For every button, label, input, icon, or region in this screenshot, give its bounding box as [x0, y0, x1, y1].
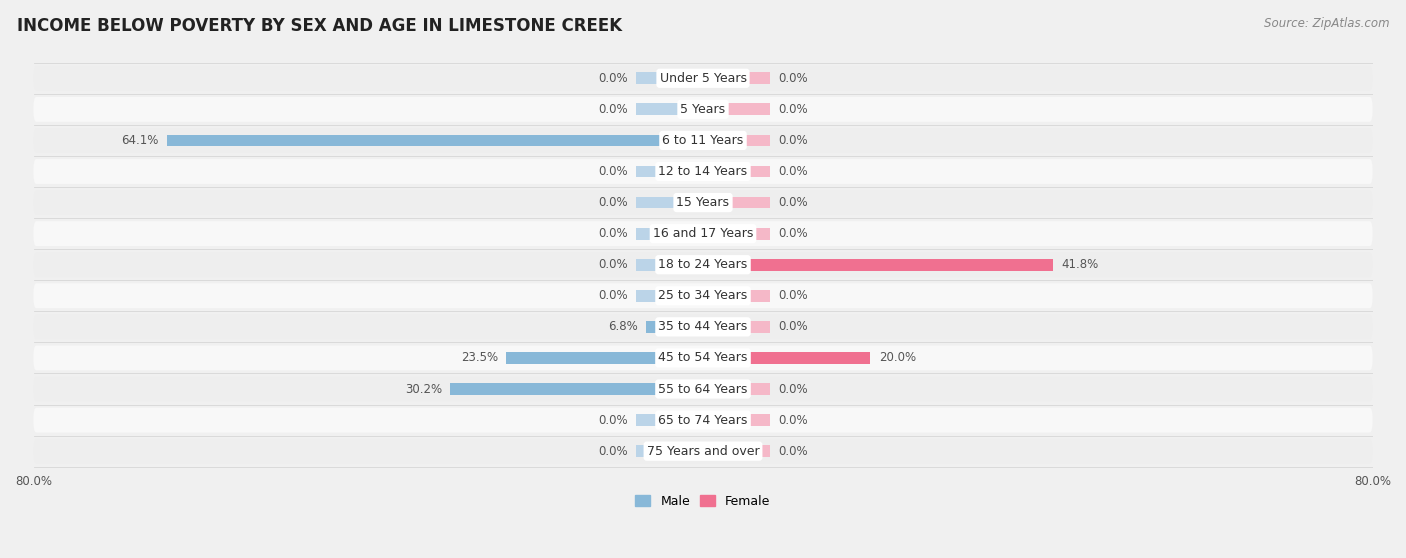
Bar [703, 196, 770, 209]
Bar [636, 73, 703, 84]
Text: 41.8%: 41.8% [1062, 258, 1098, 271]
Bar [703, 383, 770, 395]
Text: Source: ZipAtlas.com: Source: ZipAtlas.com [1264, 17, 1389, 30]
Text: 45 to 54 Years: 45 to 54 Years [658, 352, 748, 364]
Bar [703, 321, 770, 333]
Text: 6 to 11 Years: 6 to 11 Years [662, 134, 744, 147]
Bar [636, 290, 703, 302]
Text: 0.0%: 0.0% [779, 134, 808, 147]
Text: 0.0%: 0.0% [779, 72, 808, 85]
Bar [703, 228, 770, 239]
Text: 0.0%: 0.0% [598, 165, 627, 178]
Text: 20.0%: 20.0% [879, 352, 915, 364]
Legend: Male, Female: Male, Female [630, 490, 776, 513]
FancyBboxPatch shape [34, 345, 1372, 371]
Text: 0.0%: 0.0% [779, 165, 808, 178]
Text: 0.0%: 0.0% [779, 227, 808, 240]
Bar [450, 383, 703, 395]
Text: 75 Years and over: 75 Years and over [647, 445, 759, 458]
Text: 0.0%: 0.0% [779, 289, 808, 302]
Text: 5 Years: 5 Years [681, 103, 725, 116]
Bar [506, 352, 703, 364]
Text: 64.1%: 64.1% [121, 134, 159, 147]
Bar [636, 445, 703, 457]
Text: 0.0%: 0.0% [598, 227, 627, 240]
Text: Under 5 Years: Under 5 Years [659, 72, 747, 85]
Bar [703, 445, 770, 457]
Text: 0.0%: 0.0% [779, 382, 808, 396]
Bar [636, 166, 703, 177]
Bar [636, 259, 703, 271]
Text: 55 to 64 Years: 55 to 64 Years [658, 382, 748, 396]
Text: 18 to 24 Years: 18 to 24 Years [658, 258, 748, 271]
Text: 0.0%: 0.0% [779, 320, 808, 333]
FancyBboxPatch shape [34, 408, 1372, 432]
Bar [703, 134, 770, 146]
FancyBboxPatch shape [34, 283, 1372, 308]
Text: 0.0%: 0.0% [779, 196, 808, 209]
Text: 12 to 14 Years: 12 to 14 Years [658, 165, 748, 178]
Text: 30.2%: 30.2% [405, 382, 441, 396]
Bar [636, 103, 703, 116]
Text: 0.0%: 0.0% [598, 413, 627, 426]
Bar [703, 73, 770, 84]
Bar [636, 414, 703, 426]
Text: 16 and 17 Years: 16 and 17 Years [652, 227, 754, 240]
FancyBboxPatch shape [34, 159, 1372, 184]
FancyBboxPatch shape [34, 252, 1372, 277]
Bar [703, 414, 770, 426]
Bar [636, 228, 703, 239]
Text: 0.0%: 0.0% [598, 103, 627, 116]
FancyBboxPatch shape [34, 377, 1372, 401]
Bar [703, 166, 770, 177]
Text: 25 to 34 Years: 25 to 34 Years [658, 289, 748, 302]
Text: 0.0%: 0.0% [779, 445, 808, 458]
FancyBboxPatch shape [34, 314, 1372, 339]
Text: 65 to 74 Years: 65 to 74 Years [658, 413, 748, 426]
Text: 23.5%: 23.5% [461, 352, 498, 364]
Text: 15 Years: 15 Years [676, 196, 730, 209]
Text: 0.0%: 0.0% [598, 289, 627, 302]
FancyBboxPatch shape [34, 128, 1372, 153]
FancyBboxPatch shape [34, 439, 1372, 464]
FancyBboxPatch shape [34, 66, 1372, 91]
Text: 0.0%: 0.0% [779, 413, 808, 426]
Bar [703, 103, 770, 116]
Text: 0.0%: 0.0% [598, 196, 627, 209]
Text: 0.0%: 0.0% [598, 445, 627, 458]
Text: 0.0%: 0.0% [598, 258, 627, 271]
Text: 6.8%: 6.8% [607, 320, 638, 333]
FancyBboxPatch shape [34, 190, 1372, 215]
FancyBboxPatch shape [34, 221, 1372, 246]
FancyBboxPatch shape [34, 97, 1372, 122]
Text: INCOME BELOW POVERTY BY SEX AND AGE IN LIMESTONE CREEK: INCOME BELOW POVERTY BY SEX AND AGE IN L… [17, 17, 621, 35]
Bar [166, 134, 703, 146]
Bar [703, 290, 770, 302]
Text: 0.0%: 0.0% [779, 103, 808, 116]
Text: 0.0%: 0.0% [598, 72, 627, 85]
Bar [703, 259, 1053, 271]
Text: 35 to 44 Years: 35 to 44 Years [658, 320, 748, 333]
Bar [647, 321, 703, 333]
Bar [636, 196, 703, 209]
Bar [703, 352, 870, 364]
